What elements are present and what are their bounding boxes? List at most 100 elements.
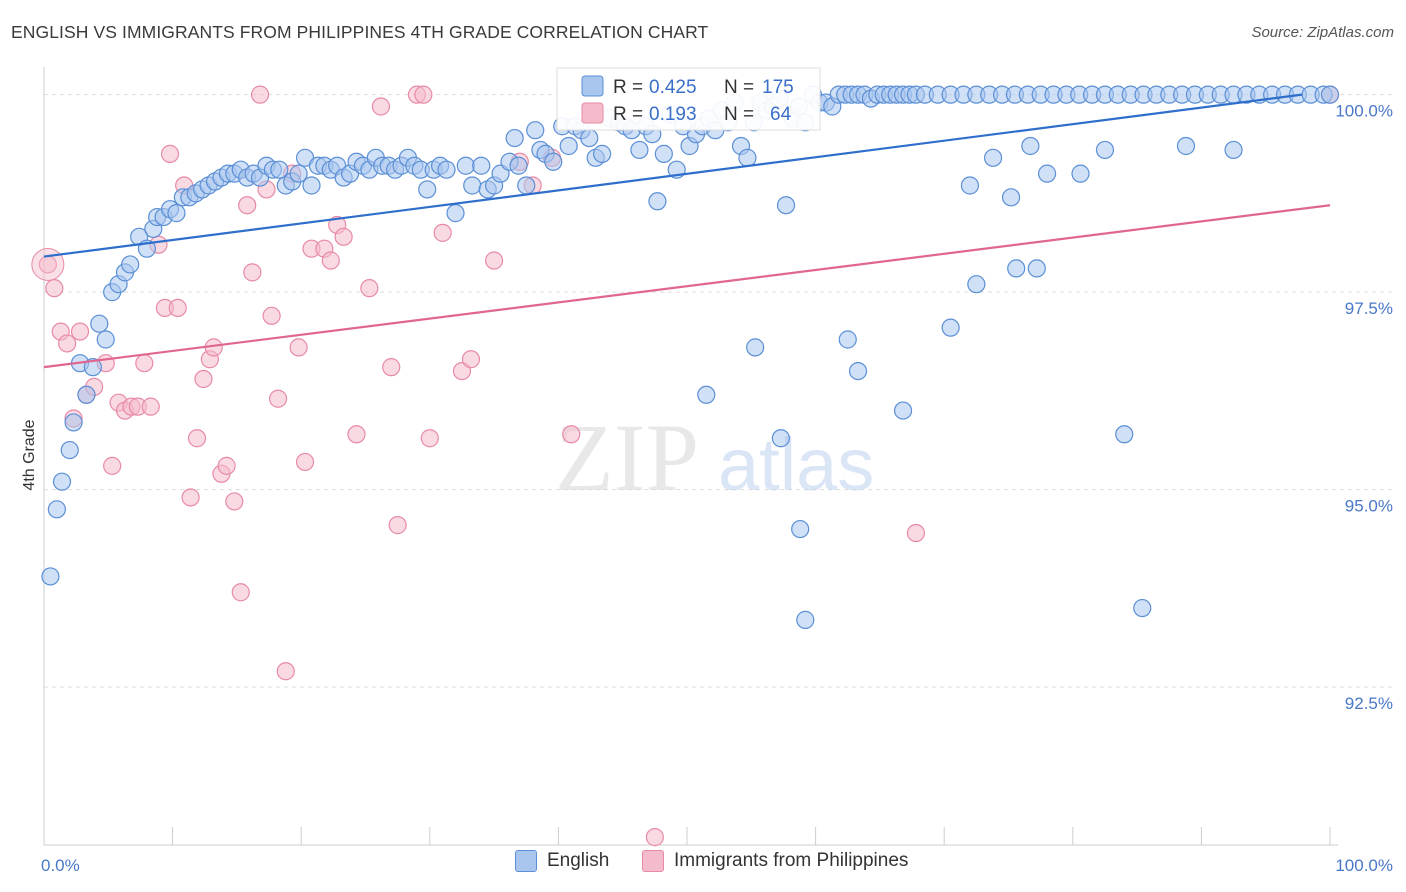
phil-point-52 — [420, 429, 439, 448]
legend-swatch-english — [581, 75, 604, 97]
english-point-65 — [463, 176, 482, 195]
stat-n-value-phil: 64 — [770, 104, 792, 125]
english-point-77 — [544, 152, 563, 171]
phil-point-3 — [58, 334, 77, 353]
english-point-184 — [960, 176, 980, 195]
y-tick-label-3: 92.5% — [1345, 694, 1393, 713]
english-point-74 — [526, 121, 545, 140]
english-point-174 — [941, 318, 960, 337]
english-point-2 — [52, 472, 72, 491]
phil-point-27 — [217, 456, 236, 475]
y-axis-label: 4th Grade — [21, 419, 38, 490]
english-point-3 — [60, 440, 79, 460]
english-point-177 — [1021, 136, 1040, 156]
legend-label-english: English — [547, 850, 610, 871]
english-point-1 — [47, 500, 66, 519]
phil-point-45 — [347, 425, 366, 444]
phil-point-56 — [485, 251, 504, 270]
stat-r-label-phil: R = — [613, 104, 643, 125]
english-point-4 — [64, 413, 83, 432]
english-point-180 — [1115, 425, 1134, 444]
english-point-172 — [848, 361, 868, 381]
english-point-89 — [630, 140, 649, 160]
english-point-173 — [893, 401, 913, 420]
english-point-182 — [1176, 136, 1196, 156]
english-point-9 — [96, 330, 115, 349]
english-point-7 — [83, 358, 102, 377]
english-point-71 — [505, 128, 524, 148]
english-point-186 — [1071, 164, 1090, 183]
english-point-181 — [1133, 598, 1152, 618]
y-tick-label-1: 97.5% — [1345, 299, 1393, 318]
english-point-13 — [121, 255, 140, 274]
english-point-168 — [771, 429, 790, 448]
stat-r-value-english: 0.425 — [649, 77, 697, 98]
english-point-167 — [746, 338, 765, 357]
legend-swatch-phil — [581, 102, 604, 124]
phil-point-49 — [388, 516, 407, 535]
phil-point-22 — [187, 429, 207, 448]
phil-point-39 — [295, 452, 315, 472]
phil-point-14 — [135, 354, 154, 373]
stat-n-label-english: N = — [724, 77, 754, 98]
phil-point-30 — [238, 196, 257, 215]
phil-point-15 — [141, 397, 160, 416]
phil-point-5 — [70, 322, 90, 341]
phil-point-34 — [262, 306, 281, 325]
phil-point-44 — [334, 227, 353, 246]
english-point-6 — [77, 385, 96, 404]
legend-label-phil: Immigrants from Philippines — [674, 850, 909, 871]
english-point-175 — [967, 275, 986, 294]
english-point-82 — [580, 128, 599, 148]
english-point-183 — [1224, 140, 1243, 160]
english-point-39 — [289, 164, 308, 183]
phil-point-9 — [103, 456, 122, 475]
stats-legend: R = 0.425 N = 175 R = 0.193 N = 64 — [556, 67, 821, 131]
series-english-points — [41, 85, 1340, 629]
y-tick-labels: 100.0% 97.5% 95.0% 92.5% — [1335, 102, 1393, 713]
english-point-66 — [472, 156, 491, 175]
x-tick-labels: 0.0% 100.0% — [41, 856, 1393, 875]
phil-point-35 — [268, 389, 288, 408]
english-point-79 — [559, 136, 578, 156]
phil-point-23 — [194, 369, 213, 389]
watermark-atlas: atlas — [718, 423, 874, 506]
legend-item-phil: Immigrants from Philippines — [642, 850, 908, 872]
english-point-169 — [791, 519, 810, 539]
english-point-92 — [648, 192, 667, 211]
english-point-0 — [41, 567, 60, 586]
english-point-93 — [654, 144, 673, 163]
english-point-170 — [796, 610, 815, 629]
y-tick-label-2: 95.0% — [1345, 497, 1393, 516]
english-point-36 — [270, 160, 289, 179]
phil-point-19 — [168, 298, 187, 318]
phil-point-21 — [181, 488, 200, 507]
phil-point-46 — [360, 279, 379, 298]
english-point-178 — [1037, 164, 1057, 183]
y-tick-label-0: 100.0% — [1335, 102, 1393, 121]
english-point-176 — [1001, 188, 1021, 207]
chart-title: ENGLISH VS IMMIGRANTS FROM PHILIPPINES 4… — [11, 22, 709, 42]
english-point-64 — [456, 156, 475, 175]
stat-r-value-phil: 0.193 — [649, 104, 697, 125]
english-point-41 — [302, 176, 321, 195]
bottom-legend: English Immigrants from Philippines — [0, 850, 1406, 880]
english-point-73 — [517, 176, 536, 195]
phil-point-62 — [906, 523, 926, 543]
phil-point-36 — [276, 662, 295, 681]
stat-n-value-english: 175 — [762, 77, 794, 98]
phil-point-42 — [321, 251, 340, 270]
phil-point-51 — [414, 85, 433, 104]
english-point-165 — [1320, 85, 1340, 104]
english-point-106 — [738, 148, 757, 167]
phil-point-60 — [562, 425, 581, 444]
english-point-187 — [1027, 259, 1046, 278]
trend-line-phil — [43, 204, 1331, 369]
phil-point-61 — [645, 828, 664, 847]
english-point-63 — [446, 204, 465, 223]
phil-point-53 — [433, 223, 452, 242]
stat-r-label-english: R = — [613, 77, 643, 98]
x-tick-label-1: 100.0% — [1335, 856, 1393, 875]
phil-point-47 — [371, 97, 391, 116]
